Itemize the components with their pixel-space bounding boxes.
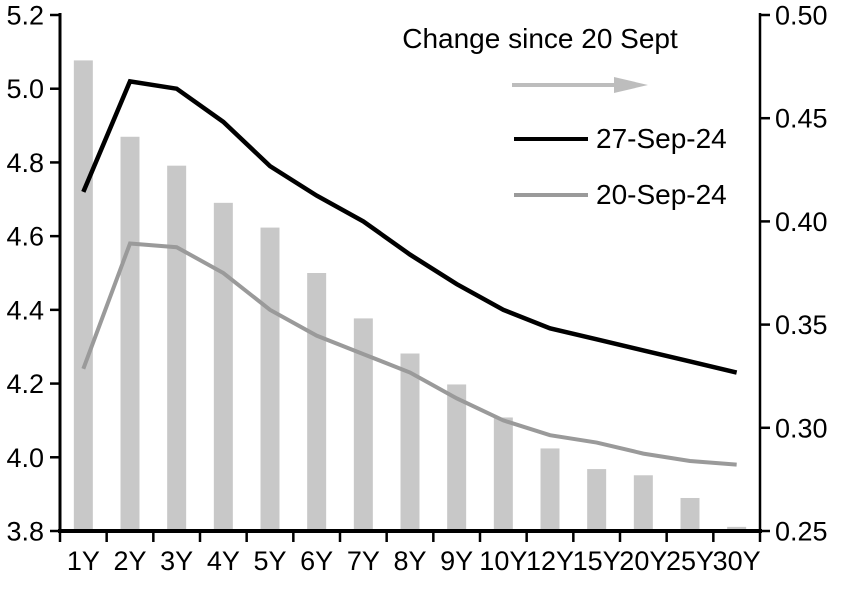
black-line-sample-icon [514, 137, 588, 141]
x-label-7Y: 7Y [347, 546, 380, 576]
legend-item-27-sep: 27-Sep-24 [514, 123, 727, 155]
legend-label-20-sep: 20-Sep-24 [596, 179, 727, 210]
bar-6Y [307, 273, 327, 531]
x-label-3Y: 3Y [160, 546, 193, 576]
left-tick-label-4.8: 4.8 [6, 148, 44, 178]
x-label-12Y: 12Y [526, 546, 574, 576]
change-arrow-icon [512, 76, 648, 93]
legend-title-change-since: Change since 20 Sept [402, 23, 678, 54]
bar-12Y [540, 448, 560, 531]
legend-label-27-sep: 27-Sep-24 [596, 123, 727, 154]
line-27-Sep-24 [81, 78, 738, 375]
x-label-1Y: 1Y [67, 546, 100, 576]
bar-8Y [400, 353, 420, 531]
legend-item-20-sep: 20-Sep-24 [514, 179, 727, 211]
left-tick-label-4.6: 4.6 [6, 222, 44, 252]
arrow-shaft [512, 82, 614, 87]
right-tick-label-0.50: 0.50 [775, 1, 828, 31]
bar-25Y [680, 497, 700, 531]
right-tick-label-0.45: 0.45 [775, 104, 828, 134]
x-label-10Y: 10Y [479, 546, 527, 576]
x-label-4Y: 4Y [207, 546, 240, 576]
line-20-Sep-24 [81, 241, 737, 467]
bar-10Y [493, 417, 513, 531]
bar-1Y [73, 60, 93, 532]
right-tick-label-0.30: 0.30 [775, 413, 828, 443]
left-tick-label-4.4: 4.4 [6, 295, 44, 325]
x-label-9Y: 9Y [440, 546, 473, 576]
x-label-2Y: 2Y [113, 546, 146, 576]
bar-4Y [213, 202, 233, 531]
x-label-15Y: 15Y [573, 546, 621, 576]
bar-5Y [260, 227, 280, 532]
bar-20Y [633, 475, 653, 531]
x-label-6Y: 6Y [300, 546, 333, 576]
bar-15Y [587, 469, 607, 531]
gray-line-sample-icon [514, 193, 588, 197]
right-tick-label-0.25: 0.25 [775, 517, 828, 547]
left-tick-label-3.8: 3.8 [6, 517, 44, 547]
x-label-30Y: 30Y [713, 546, 761, 576]
bar-9Y [447, 384, 467, 531]
x-label-5Y: 5Y [253, 546, 286, 576]
arrow-head [614, 76, 648, 93]
bar-3Y [167, 165, 187, 531]
left-tick-label-5.2: 5.2 [6, 1, 44, 31]
left-tick-label-4.0: 4.0 [6, 443, 44, 473]
bar-2Y [120, 136, 140, 531]
left-tick-label-5.0: 5.0 [6, 74, 44, 104]
right-tick-label-0.40: 0.40 [775, 207, 828, 237]
x-label-20Y: 20Y [619, 546, 667, 576]
left-tick-label-4.2: 4.2 [6, 369, 44, 399]
x-label-8Y: 8Y [393, 546, 426, 576]
bar-30Y [727, 526, 747, 531]
x-label-25Y: 25Y [666, 546, 714, 576]
bar-7Y [353, 318, 373, 531]
right-tick-label-0.35: 0.35 [775, 310, 828, 340]
